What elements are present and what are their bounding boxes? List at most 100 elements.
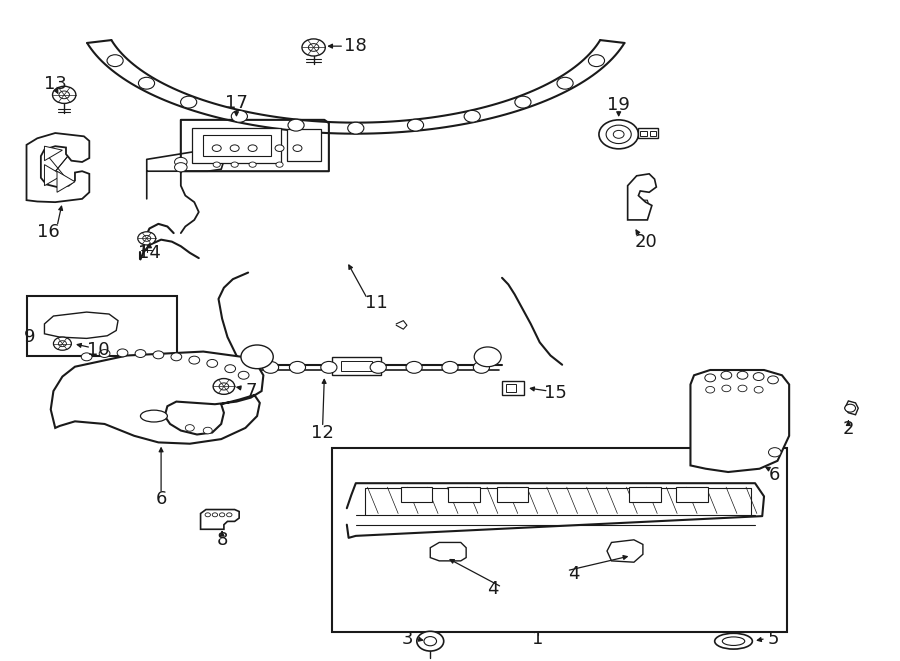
- Polygon shape: [845, 401, 859, 414]
- Bar: [400, 487, 432, 502]
- Bar: [192, 128, 282, 163]
- Text: 6: 6: [156, 490, 166, 508]
- Bar: [502, 381, 525, 395]
- Bar: [676, 487, 707, 502]
- Circle shape: [230, 145, 239, 151]
- Circle shape: [185, 424, 194, 431]
- Circle shape: [557, 77, 573, 89]
- Bar: [506, 385, 517, 393]
- Bar: [650, 131, 656, 136]
- Circle shape: [238, 371, 249, 379]
- Circle shape: [219, 383, 229, 390]
- Circle shape: [212, 145, 221, 151]
- Circle shape: [249, 162, 256, 167]
- Circle shape: [320, 362, 337, 373]
- Circle shape: [139, 77, 155, 89]
- Bar: [629, 487, 661, 502]
- Polygon shape: [50, 352, 264, 444]
- Circle shape: [189, 356, 200, 364]
- Circle shape: [473, 362, 490, 373]
- Circle shape: [138, 232, 156, 245]
- Circle shape: [706, 387, 715, 393]
- Circle shape: [175, 163, 187, 172]
- Circle shape: [754, 387, 763, 393]
- Circle shape: [99, 350, 110, 358]
- Bar: [331, 357, 381, 375]
- Polygon shape: [627, 174, 656, 220]
- Polygon shape: [44, 312, 118, 338]
- Circle shape: [417, 631, 444, 651]
- Circle shape: [302, 39, 325, 56]
- Text: 9: 9: [24, 328, 36, 346]
- Circle shape: [81, 353, 92, 361]
- Text: 13: 13: [44, 75, 67, 93]
- Text: 18: 18: [345, 37, 367, 55]
- Circle shape: [589, 55, 605, 67]
- Circle shape: [207, 360, 218, 368]
- Circle shape: [205, 513, 211, 517]
- Circle shape: [227, 513, 232, 517]
- Circle shape: [276, 162, 284, 167]
- Text: 4: 4: [568, 565, 580, 583]
- Text: 10: 10: [87, 341, 110, 359]
- Circle shape: [309, 44, 319, 52]
- Text: 4: 4: [487, 580, 499, 598]
- Circle shape: [598, 120, 638, 149]
- Circle shape: [143, 235, 151, 241]
- Circle shape: [58, 340, 67, 346]
- Circle shape: [107, 55, 123, 67]
- Circle shape: [213, 162, 220, 167]
- Text: 8: 8: [216, 531, 228, 549]
- Text: 6: 6: [770, 466, 780, 485]
- Circle shape: [52, 87, 76, 103]
- Bar: [331, 447, 788, 632]
- Circle shape: [408, 119, 424, 131]
- Circle shape: [406, 362, 422, 373]
- Circle shape: [370, 362, 386, 373]
- Circle shape: [738, 385, 747, 392]
- Circle shape: [175, 157, 187, 167]
- Circle shape: [231, 110, 248, 122]
- Circle shape: [225, 365, 236, 373]
- Circle shape: [275, 145, 284, 151]
- Circle shape: [753, 373, 764, 381]
- Ellipse shape: [140, 410, 167, 422]
- Polygon shape: [57, 171, 75, 192]
- Text: 12: 12: [311, 424, 334, 442]
- Circle shape: [135, 350, 146, 358]
- Bar: [340, 361, 372, 371]
- Circle shape: [474, 347, 501, 367]
- Polygon shape: [430, 543, 466, 561]
- Circle shape: [464, 110, 481, 122]
- Bar: [640, 131, 647, 136]
- Ellipse shape: [723, 637, 744, 645]
- Text: 19: 19: [608, 97, 630, 114]
- Circle shape: [606, 125, 631, 143]
- Polygon shape: [201, 510, 239, 529]
- Text: 17: 17: [225, 95, 248, 112]
- Bar: [497, 487, 528, 502]
- Circle shape: [722, 385, 731, 392]
- Text: 7: 7: [245, 382, 256, 400]
- Bar: [203, 135, 271, 156]
- Circle shape: [58, 91, 69, 98]
- Text: 15: 15: [544, 384, 567, 402]
- Circle shape: [203, 427, 212, 434]
- Circle shape: [290, 362, 305, 373]
- Text: 3: 3: [402, 629, 414, 648]
- Text: 16: 16: [37, 223, 59, 241]
- Polygon shape: [44, 165, 62, 186]
- Text: 11: 11: [365, 294, 388, 312]
- Polygon shape: [690, 370, 789, 472]
- Circle shape: [220, 513, 225, 517]
- Circle shape: [153, 351, 164, 359]
- Bar: [638, 128, 658, 138]
- Circle shape: [248, 145, 257, 151]
- Circle shape: [737, 371, 748, 379]
- Circle shape: [347, 122, 364, 134]
- Circle shape: [117, 349, 128, 357]
- Text: 5: 5: [767, 629, 778, 648]
- Circle shape: [721, 371, 732, 379]
- Circle shape: [613, 130, 624, 138]
- Circle shape: [424, 637, 436, 646]
